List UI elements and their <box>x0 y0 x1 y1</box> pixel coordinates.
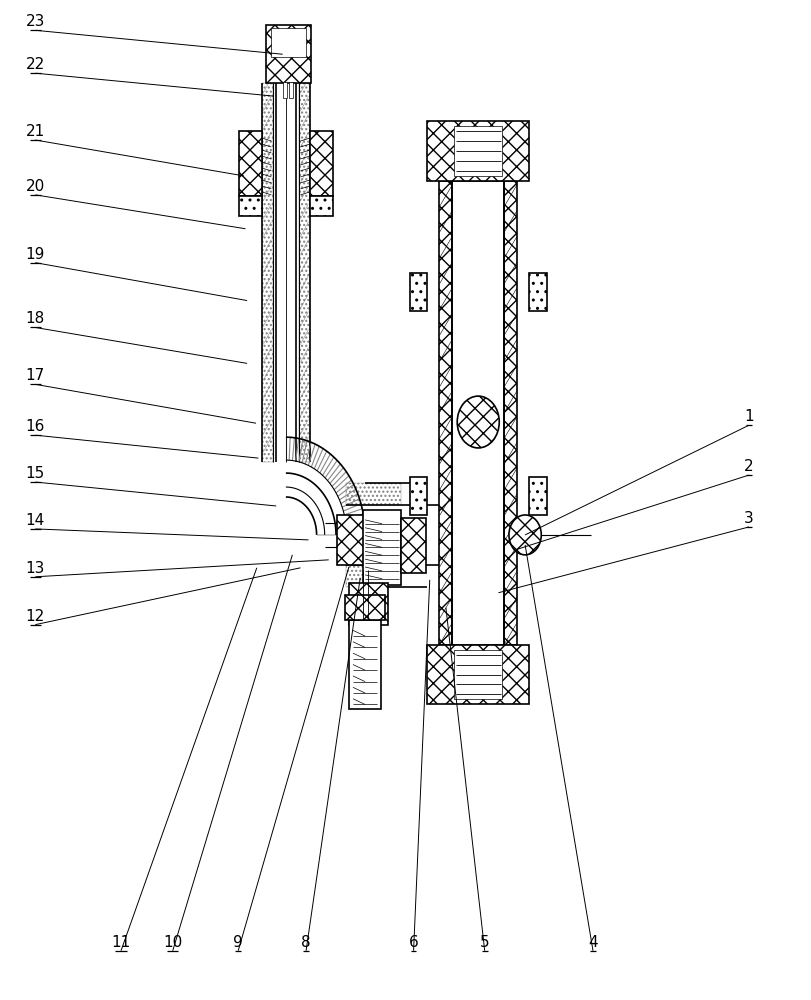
Polygon shape <box>286 487 324 535</box>
Bar <box>289 82 293 98</box>
Text: 4: 4 <box>588 935 598 950</box>
Bar <box>454 650 503 699</box>
Circle shape <box>457 396 500 448</box>
Text: 21: 21 <box>26 124 45 139</box>
Bar <box>410 477 427 515</box>
Text: 23: 23 <box>26 14 45 29</box>
Bar <box>453 181 504 645</box>
Text: 11: 11 <box>111 935 131 950</box>
Bar <box>262 83 273 462</box>
Bar <box>529 477 547 515</box>
Bar <box>440 181 453 645</box>
Bar <box>529 273 547 311</box>
Text: 5: 5 <box>480 935 490 950</box>
Polygon shape <box>286 460 346 535</box>
Bar <box>346 483 401 505</box>
Bar <box>271 28 306 57</box>
Text: 13: 13 <box>26 561 45 576</box>
Bar <box>277 83 295 462</box>
Bar <box>298 83 310 462</box>
Bar <box>266 25 311 83</box>
Bar <box>363 510 401 585</box>
Bar <box>401 518 426 573</box>
Bar <box>298 83 310 462</box>
Text: 17: 17 <box>26 368 45 383</box>
Bar <box>504 181 517 645</box>
Bar <box>349 620 381 709</box>
Circle shape <box>509 515 541 555</box>
Text: 9: 9 <box>234 935 243 950</box>
Bar <box>316 523 381 547</box>
Text: 15: 15 <box>26 466 45 481</box>
Text: 8: 8 <box>301 935 311 950</box>
Text: 16: 16 <box>26 419 45 434</box>
Text: 1: 1 <box>744 409 753 424</box>
Text: 22: 22 <box>26 57 45 72</box>
Bar <box>239 196 262 216</box>
Text: 12: 12 <box>26 609 45 624</box>
Bar <box>349 583 388 625</box>
Bar <box>337 515 371 565</box>
Bar <box>239 131 262 196</box>
Text: 10: 10 <box>163 935 182 950</box>
Bar <box>284 82 288 98</box>
Bar <box>346 565 401 587</box>
Text: 20: 20 <box>26 179 45 194</box>
Text: 6: 6 <box>409 935 418 950</box>
Text: 3: 3 <box>744 511 754 526</box>
Bar <box>427 645 529 704</box>
Bar <box>454 126 503 176</box>
Text: 14: 14 <box>26 513 45 528</box>
Bar <box>310 131 333 196</box>
Text: 2: 2 <box>744 459 753 474</box>
Bar <box>427 121 529 181</box>
Bar <box>262 83 273 462</box>
Bar <box>345 595 385 620</box>
Text: 19: 19 <box>26 247 45 262</box>
Text: 18: 18 <box>26 311 45 326</box>
Bar <box>310 196 333 216</box>
Bar <box>410 273 427 311</box>
